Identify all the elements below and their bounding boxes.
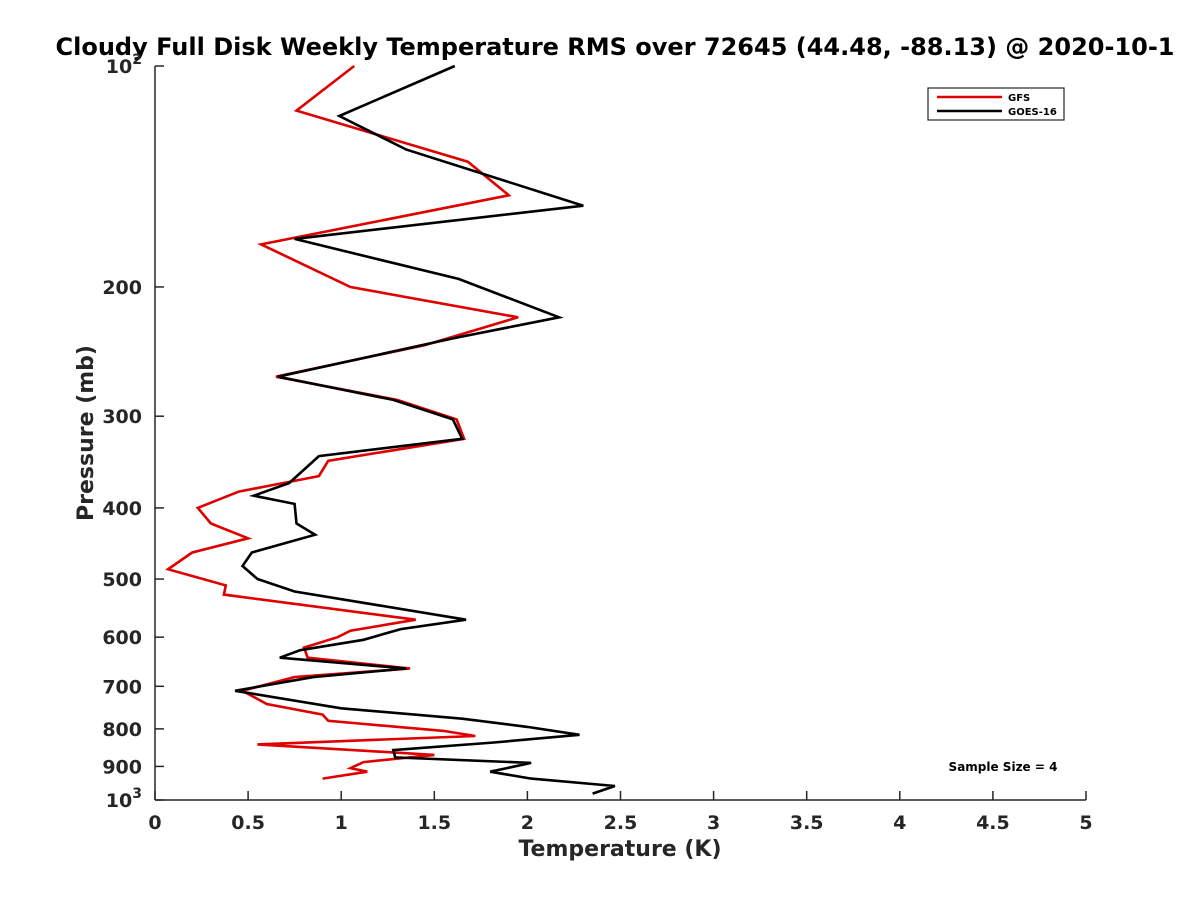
x-tick-label: 1.5 [417, 812, 451, 834]
legend-box [927, 87, 1065, 121]
x-tick-label: 1 [335, 812, 348, 834]
y-tick-label: 500 [102, 569, 142, 591]
x-tick-label: 3 [707, 812, 720, 834]
x-tick-label: 3.5 [790, 812, 824, 834]
sample-size-annotation: Sample Size = 4 [949, 760, 1058, 774]
y-tick-label: 102 [106, 52, 142, 78]
x-tick-label: 2.5 [604, 812, 638, 834]
y-tick-label: 900 [102, 756, 142, 778]
chart-title: Cloudy Full Disk Weekly Temperature RMS … [56, 33, 1175, 61]
x-tick-label: 0 [148, 812, 161, 834]
legend-label-gfs: GFS [1008, 93, 1030, 104]
x-tick-label: 0.5 [231, 812, 265, 834]
x-axis-label: Temperature (K) [518, 837, 721, 862]
y-tick-label: 700 [102, 676, 142, 698]
y-tick-label: 103 [106, 786, 142, 812]
x-tick-label: 5 [1079, 812, 1092, 834]
series-line-gfs [164, 64, 519, 780]
x-tick-label: 4 [893, 812, 906, 834]
y-tick-label: 200 [102, 277, 142, 299]
y-tick-label: 600 [102, 627, 142, 649]
series-line-goes-16 [234, 64, 616, 795]
x-tick-label: 4.5 [976, 812, 1010, 834]
legend-label-goes-16: GOES-16 [1008, 107, 1057, 118]
y-tick-label: 300 [102, 406, 142, 428]
y-tick-label: 800 [102, 719, 142, 741]
y-ticks: 102 200 300 400 500 600 700 800 900 103 [102, 52, 164, 812]
x-ticks: 0 0.5 1 1.5 2 2.5 3 3.5 4 4.5 5 [148, 791, 1093, 834]
y-axis-label: Pressure (mb) [74, 345, 99, 521]
x-tick-label: 2 [521, 812, 534, 834]
y-tick-label: 400 [102, 498, 142, 520]
legend: GFS GOES-16 [927, 87, 1065, 121]
legend-items: GFS GOES-16 [937, 93, 1057, 118]
series-layer [164, 64, 616, 795]
